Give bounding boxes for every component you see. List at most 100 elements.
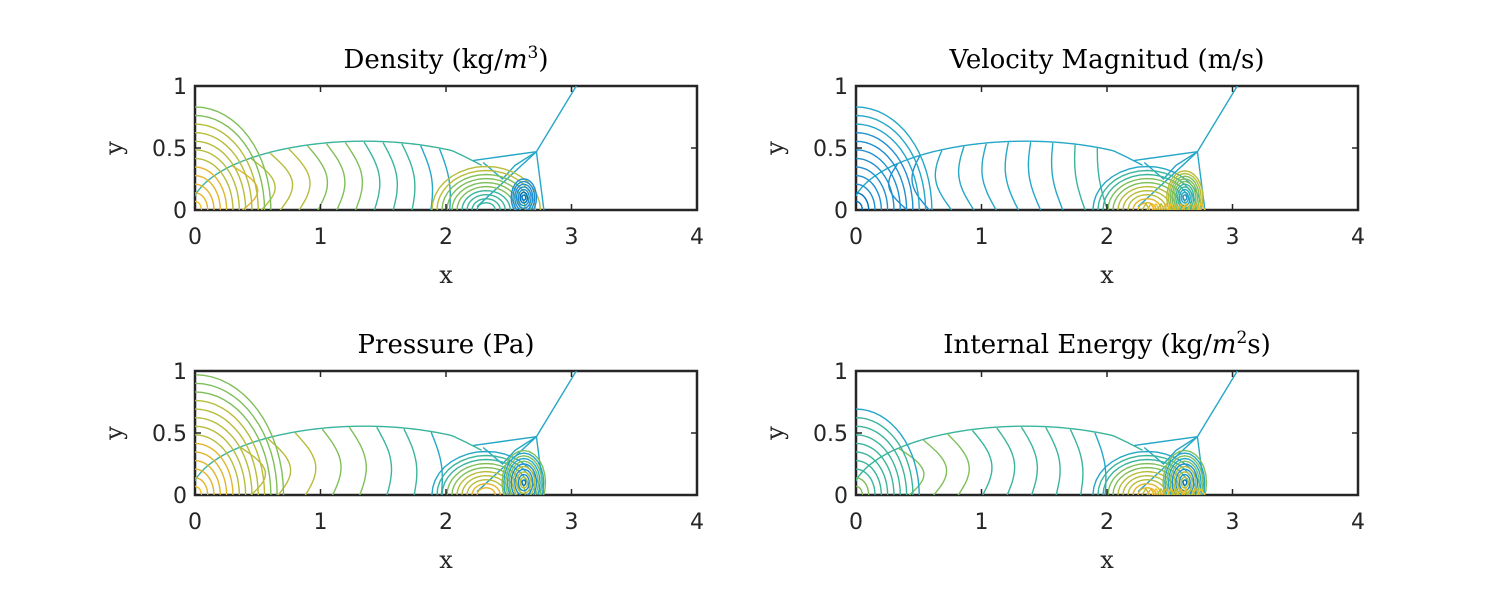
contour-line (1122, 475, 1172, 495)
contour-lines (195, 86, 578, 210)
y-tick-label: 0.5 (152, 137, 187, 162)
contour-line (1132, 483, 1162, 495)
contour-line (501, 449, 547, 495)
contour-line (856, 468, 876, 495)
contour-line (1050, 142, 1064, 210)
contour-line (957, 146, 975, 210)
x-axis-label: x (1100, 546, 1114, 574)
contour-line (1180, 476, 1190, 489)
contour-line (1069, 429, 1084, 495)
contour-line (1107, 462, 1187, 495)
contour-line (326, 143, 346, 210)
contour-line (439, 148, 451, 210)
y-tick-label: 0 (834, 199, 848, 224)
x-tick-label: 3 (565, 225, 579, 250)
contour-line (250, 158, 276, 210)
contour-line (195, 391, 272, 495)
contour-line (514, 183, 534, 210)
bow-shock (195, 140, 482, 197)
x-tick-label: 0 (849, 225, 863, 250)
contour-line (195, 459, 221, 495)
contour-line (240, 447, 267, 495)
contour-line (1107, 177, 1187, 210)
contour-line (195, 399, 266, 495)
contour-line (519, 476, 529, 489)
x-tick-label: 4 (690, 510, 704, 535)
chart-title: Velocity Magnitud (m/s) (949, 45, 1265, 75)
contour-line (195, 140, 247, 210)
contour-line (195, 166, 228, 210)
contour-line (923, 439, 948, 495)
contour-line (856, 106, 933, 210)
contour-line (294, 432, 317, 495)
contour-line (382, 142, 398, 210)
y-axis-label: y (761, 426, 789, 441)
contour-line (947, 433, 970, 495)
x-tick-label: 4 (1351, 225, 1365, 250)
contour-line (506, 457, 541, 495)
contour-line (195, 382, 278, 495)
contour-line (476, 487, 496, 495)
contour-line (521, 479, 527, 486)
contour-line (934, 150, 953, 210)
contour-line (195, 417, 253, 495)
contour-line (515, 471, 532, 494)
contour-line (195, 123, 259, 210)
oblique-shock (535, 86, 578, 153)
contour-line (195, 442, 234, 495)
contour-line (515, 186, 532, 209)
contour-line (1112, 181, 1182, 210)
y-tick-label: 1 (173, 360, 187, 385)
chart-title: Density (kg/m3) (344, 43, 549, 75)
contour-lines (195, 371, 578, 495)
contour-line (1196, 488, 1206, 495)
contour-line (517, 188, 530, 207)
subplot-4: 0 1 2 3 4 0 0.5 1 x y Internal Energy (kg/m2s) (761, 328, 1365, 574)
y-tick-label: 0.5 (813, 422, 848, 447)
x-tick-label: 0 (849, 510, 863, 535)
contour-line (519, 191, 529, 204)
contour-line (512, 465, 536, 495)
contour-line (1027, 141, 1042, 210)
contour-line (195, 477, 209, 495)
contour-line (288, 148, 311, 210)
contour-line (195, 174, 221, 210)
contour-line (471, 198, 501, 210)
contour-line (856, 459, 882, 495)
y-axis-label: y (761, 141, 789, 156)
axes-frame (854, 369, 1360, 497)
contour-line (451, 181, 521, 210)
contour-lines (856, 86, 1239, 210)
axes-frame (854, 84, 1360, 212)
contour-line (856, 123, 920, 210)
subplot-1: 0 1 2 3 4 0 0.5 1 x y Density (kg/m3) (100, 43, 704, 289)
x-tick-label: 3 (1226, 225, 1240, 250)
contour-line (1182, 194, 1188, 201)
x-tick-label: 2 (1100, 225, 1114, 250)
x-tick-label: 0 (188, 510, 202, 535)
x-tick-label: 2 (439, 510, 453, 535)
contour-line (430, 432, 443, 495)
contour-line (195, 425, 247, 495)
contour-line (403, 428, 418, 495)
y-tick-label: 1 (834, 360, 848, 385)
y-axis-label: y (100, 426, 128, 441)
contour-line (1173, 180, 1197, 210)
contour-line (195, 485, 202, 495)
y-tick-label: 0 (173, 484, 187, 509)
bow-shock (856, 140, 1143, 197)
contour-line (232, 165, 259, 210)
y-tick-label: 0 (834, 484, 848, 509)
contour-line (195, 468, 215, 495)
contour-line (856, 149, 901, 210)
contour-line (512, 180, 536, 210)
contour-line (1122, 190, 1172, 210)
contour-line (972, 430, 993, 495)
y-tick-label: 1 (834, 75, 848, 100)
chart-title: Pressure (Pa) (358, 330, 535, 360)
x-tick-label: 1 (314, 510, 328, 535)
bow-shock (195, 425, 482, 482)
contour-line (981, 143, 997, 210)
contour-line (856, 140, 908, 210)
